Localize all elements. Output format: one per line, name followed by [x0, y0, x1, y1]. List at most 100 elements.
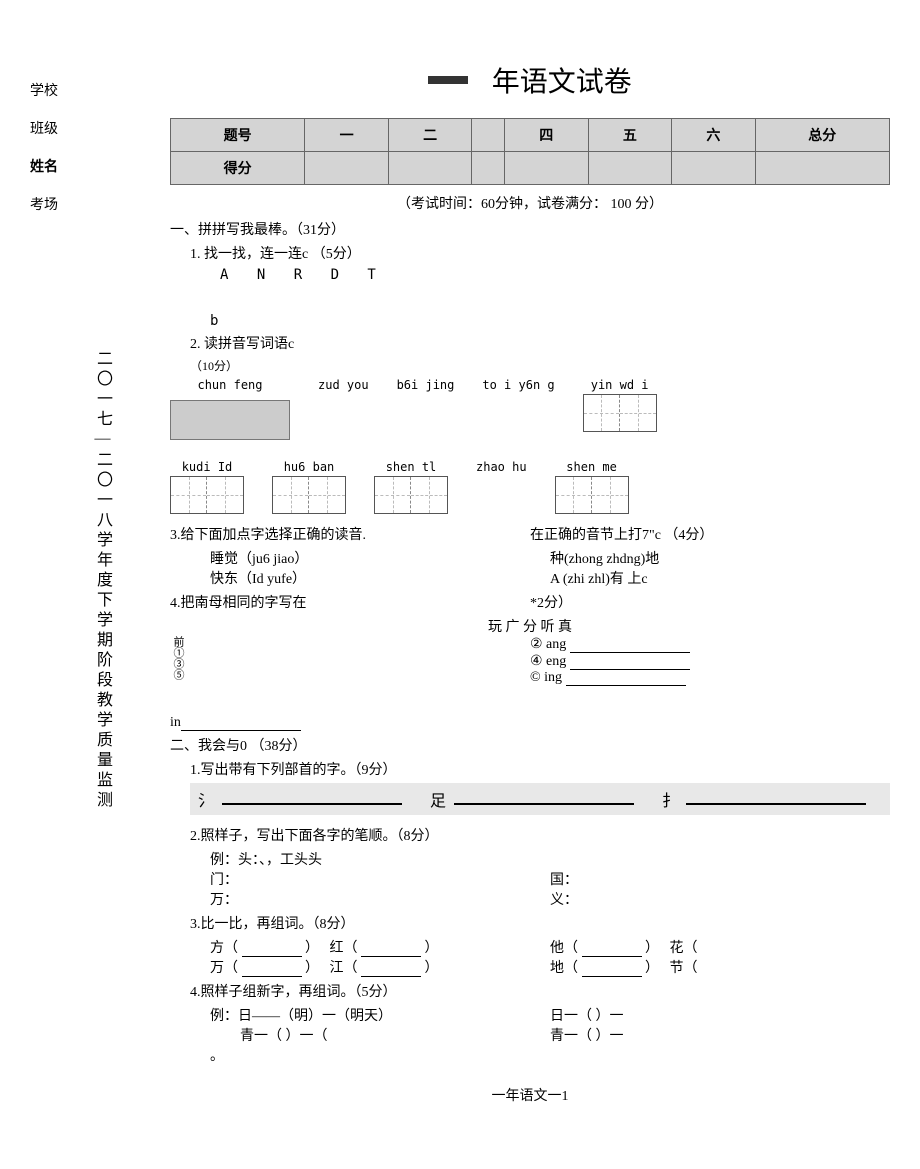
label-name: 姓名 — [30, 156, 90, 176]
score-cell[interactable] — [472, 152, 505, 185]
pinyin: yin wd i — [591, 378, 649, 392]
score-cell[interactable] — [672, 152, 756, 185]
radical-row: 氵 足 扌 — [190, 783, 890, 815]
s2q3-row2: 万（ ） 江（ ） 地（ ） 节（ — [210, 957, 890, 977]
blank-line[interactable] — [454, 793, 634, 805]
pinyin: zud you — [318, 378, 369, 392]
radical: 足 — [430, 787, 446, 811]
pair-text: 花（ — [670, 941, 698, 956]
s2q4: 4.照样子组新字，再组词。（5分） — [190, 981, 890, 1001]
page-title-row: 年语文试卷 — [170, 60, 890, 100]
score-header-row: 题号 一 二 四 五 六 总分 — [171, 119, 890, 152]
tian-boxes[interactable] — [170, 476, 244, 514]
blank-line[interactable] — [361, 943, 421, 957]
th-6: 六 — [672, 119, 756, 152]
pair-text: 方（ — [210, 941, 238, 956]
in-label: in — [170, 715, 181, 730]
s2q4-right2: 青一（ ）一 — [550, 1025, 890, 1045]
s2q2-example: 例：头：、，工头头 — [210, 849, 890, 869]
box-group: chun feng — [170, 378, 290, 450]
th-7: 总分 — [755, 119, 889, 152]
q4-r1: ② ang — [530, 636, 890, 653]
s2q2: 2.照样子，写出下面各字的笔顺。（8分） — [190, 825, 890, 845]
exam-info: （考试时间：60分钟，试卷满分： 100 分） — [170, 193, 890, 213]
q4-right: *2分） — [530, 592, 890, 612]
q4-chars: 玩 广 分 听 真 — [170, 616, 890, 636]
pair-text: 红（ — [330, 941, 358, 956]
tian-boxes[interactable] — [272, 476, 346, 514]
blank-line[interactable] — [361, 963, 421, 977]
pair-text: 地（ — [550, 961, 578, 976]
pair-right: 他（ ） 花（ — [550, 937, 890, 957]
q3-line2: 快东（Id yufe） A (zhi zhl)有 上c — [210, 568, 890, 588]
blank-line[interactable] — [582, 963, 642, 977]
q2-row1: chun feng zud you b6i jing to i y6n g yi… — [170, 378, 890, 450]
pair-text: ） — [425, 961, 439, 976]
score-cell[interactable] — [388, 152, 472, 185]
blank-line[interactable] — [242, 963, 302, 977]
stroke-right-2: 义： — [550, 889, 890, 909]
blank-line[interactable] — [181, 717, 301, 731]
pinyin: shen tl — [386, 460, 437, 474]
s2q3: 3.比一比，再组词。（8分） — [190, 913, 890, 933]
box-group: shen tl — [374, 460, 448, 514]
q4-item: ④ eng — [530, 654, 566, 669]
s2q1: 1.写出带有下列部首的字。（9分） — [190, 759, 890, 779]
s2q4-example: 例：日——（明）一（明天） — [210, 1005, 550, 1025]
blank-line[interactable] — [222, 793, 402, 805]
trailing-dot: 。 — [210, 1045, 890, 1065]
box-group: zhao hu — [476, 460, 527, 514]
radical: 扌 — [662, 787, 678, 811]
score-cell[interactable] — [305, 152, 389, 185]
blank-line[interactable] — [242, 943, 302, 957]
score-cell[interactable] — [505, 152, 589, 185]
pair-left: 万（ ） 江（ ） — [210, 957, 550, 977]
score-cell[interactable] — [755, 152, 889, 185]
student-info-sidebar: 学校 班级 姓名 考场 — [30, 80, 90, 232]
blank-line[interactable] — [566, 672, 686, 686]
stroke-left-1: 门： — [210, 869, 550, 889]
score-cell[interactable] — [588, 152, 672, 185]
tian-boxes[interactable] — [374, 476, 448, 514]
pinyin: shen me — [566, 460, 617, 474]
s2q4-body: 例：日——（明）一（明天） 青一（ ）一（ 日一（ ）一 青一（ ）一 — [210, 1005, 890, 1045]
s2q4-left: 青一（ ）一（ — [240, 1025, 550, 1045]
q4-r3: © ing — [530, 670, 890, 686]
q4-item: © ing — [530, 670, 562, 685]
blank-line[interactable] — [570, 639, 690, 653]
blank-line[interactable] — [570, 656, 690, 670]
pinyin: kudi Id — [182, 460, 233, 474]
label-school: 学校 — [30, 80, 90, 100]
th-4: 四 — [505, 119, 589, 152]
box-group: yin wd i — [583, 378, 657, 450]
q2-row2: kudi Id hu6 ban shen tl zhao hu shen me — [170, 460, 890, 514]
pair-text: 万（ — [210, 961, 238, 976]
pinyin: b6i jing — [397, 378, 455, 392]
main-content: 年语文试卷 题号 一 二 四 五 六 总分 得分 （考试时间：60分钟，试卷满分… — [170, 60, 890, 1105]
box-group: shen me — [555, 460, 629, 514]
pair-text: 江（ — [330, 961, 358, 976]
q3-line1: 睡觉（ju6 jiao） 种(zhong zhdng)地 — [210, 548, 890, 568]
pair-left: 方（ ） 红（ ） — [210, 937, 550, 957]
blank-line[interactable] — [582, 943, 642, 957]
page-title: 年语文试卷 — [492, 67, 632, 98]
q4-left: 4.把南母相同的字写在 — [170, 592, 530, 612]
q3-left: 3.给下面加点字选择正确的读音. — [170, 524, 530, 544]
q4-r2: ④ eng — [530, 653, 890, 670]
pair-text: ） — [425, 941, 439, 956]
pinyin: chun feng — [197, 378, 262, 392]
pinyin: zhao hu — [476, 460, 527, 474]
pair-text: 节（ — [670, 961, 698, 976]
s2q3-row1: 方（ ） 红（ ） 他（ ） 花（ — [210, 937, 890, 957]
q3-l2-left: 快东（Id yufe） — [210, 568, 550, 588]
tian-boxes[interactable] — [555, 476, 629, 514]
tian-boxes[interactable] — [583, 394, 657, 432]
score-value-row: 得分 — [171, 152, 890, 185]
box-group: hu6 ban — [272, 460, 346, 514]
section2-heading: 二、我会与0 （38分） — [170, 735, 890, 755]
q4-item: ② ang — [530, 637, 566, 652]
q1-letters: A N R D T — [220, 267, 890, 283]
pair-text: ） — [645, 941, 659, 956]
blank-line[interactable] — [686, 793, 866, 805]
q3-right: 在正确的音节上打7"c （4分） — [530, 524, 890, 544]
